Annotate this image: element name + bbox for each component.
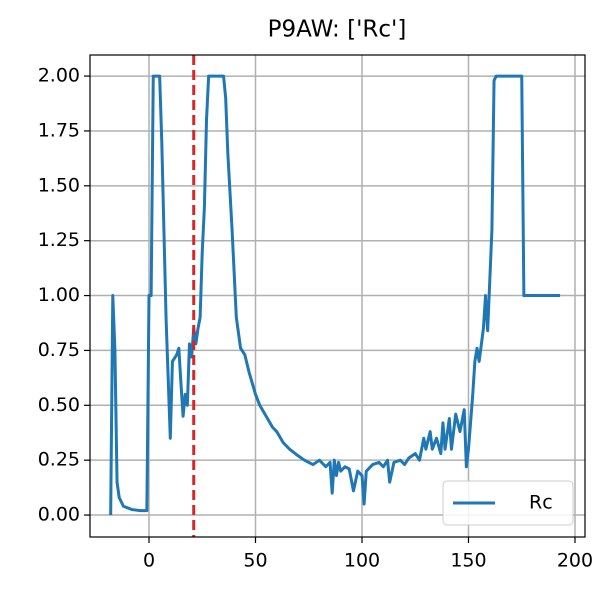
legend-box bbox=[442, 480, 574, 526]
x-tick-label: 150 bbox=[450, 550, 486, 572]
x-tick-label: 200 bbox=[557, 550, 593, 572]
y-tick-label: 0.25 bbox=[38, 449, 80, 471]
y-tick-label: 1.00 bbox=[38, 284, 80, 306]
legend-label: Rc bbox=[529, 492, 553, 514]
y-tick-label: 1.75 bbox=[38, 119, 80, 141]
chart-title: P9AW: ['Rc'] bbox=[268, 17, 407, 43]
axes-frame bbox=[89, 54, 586, 538]
x-tick-label: 0 bbox=[143, 550, 155, 572]
x-tick-label: 50 bbox=[243, 550, 267, 572]
x-tick-label: 100 bbox=[344, 550, 380, 572]
y-tick-label: 1.50 bbox=[38, 174, 80, 196]
y-tick-label: 0.50 bbox=[38, 394, 80, 416]
y-tick-label: 1.25 bbox=[38, 229, 80, 251]
y-tick-label: 0.75 bbox=[38, 339, 80, 361]
y-tick-label: 0.00 bbox=[38, 504, 80, 526]
data-line bbox=[109, 74, 561, 516]
y-tick-label: 2.00 bbox=[38, 65, 80, 87]
